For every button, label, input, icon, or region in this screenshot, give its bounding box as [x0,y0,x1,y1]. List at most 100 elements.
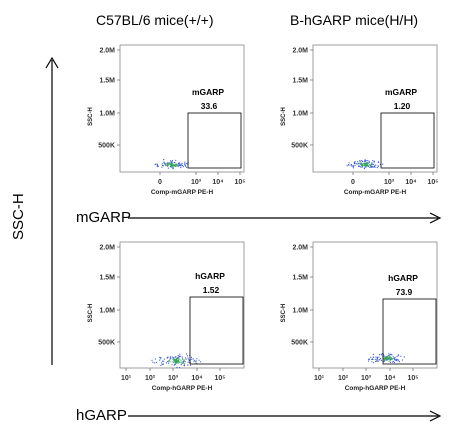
event-dot [177,362,179,364]
event-dot [359,160,361,162]
event-dot [360,165,363,167]
event-dot [163,163,166,165]
event-dot [185,166,188,168]
event-dot [369,166,371,169]
gate-box[interactable] [187,112,242,169]
x-tick-label: 10³ [384,179,395,186]
event-dot [172,164,174,166]
event-dot [161,166,163,168]
event-dot [179,164,181,167]
gate-box[interactable] [382,298,437,365]
event-dot [169,356,171,358]
event-dot [396,360,398,362]
event-dot [346,165,348,167]
event-dot [401,359,403,361]
x-tick-label: 0 [351,179,355,186]
event-dot [180,360,182,362]
event-dot [372,160,374,162]
event-dot [167,165,169,167]
y-tick-label: 1.5M [292,275,308,282]
event-dot [383,355,385,358]
event-dot [393,357,395,359]
event-dot [171,161,173,163]
event-dot [175,358,177,361]
event-dot [377,161,380,163]
gate-value: 73.9 [396,287,413,297]
event-dot [167,361,169,363]
event-dot [352,167,354,169]
event-dot [162,363,164,365]
event-dot [166,162,168,164]
event-dot [374,358,376,360]
event-dot [394,358,396,360]
event-dot [172,167,174,169]
x-axis-label: Comp-hGARP PE-H [152,385,213,392]
event-dot [397,355,399,357]
event-dot [185,165,187,167]
event-dot [385,356,388,358]
event-dot [389,359,391,361]
gate-value: 1.52 [203,285,220,295]
gate-label: hGARP [388,273,418,283]
x-tick-label: 10⁴ [405,179,417,186]
event-dot [361,164,363,167]
event-dot [165,163,167,165]
event-dot [173,165,175,167]
event-dot [384,356,386,358]
event-dot [171,166,173,168]
x-tick-label: 10⁵ [407,375,418,382]
event-dot [354,161,356,163]
event-dot [180,167,182,169]
plot-frame [119,241,245,369]
event-dot [182,362,185,364]
gate-box[interactable] [380,112,435,169]
event-dot [388,356,391,358]
event-dot [182,361,185,363]
x-tick-label: 10⁴ [384,375,396,382]
event-dot [167,167,169,169]
event-dot [354,164,356,167]
event-dot [365,160,367,162]
event-dot [348,162,350,164]
event-dot [156,164,159,166]
event-dot [185,353,188,355]
event-dot [371,162,373,164]
event-dot [366,164,368,166]
x-tick-label: 10⁵ [427,179,438,186]
event-dot [386,358,388,360]
event-dot [190,356,193,358]
gate-label: hGARP [195,271,225,281]
event-dot [365,162,367,164]
event-dot [159,356,161,358]
y-tick-label: 2.0M [99,48,115,55]
event-dot [184,361,186,363]
gate-value: 1.20 [394,101,411,111]
event-dot [363,164,365,166]
plot-frame [312,241,438,369]
panel-2: 500K 1.0M 1.5M 2.0M 10¹ 10² 10³ 10⁴ 10⁵Comp-hGAR… [88,241,245,392]
event-dot [391,361,394,363]
event-dot [367,165,369,167]
event-dot [357,165,360,167]
event-dot [167,162,169,164]
event-dot [182,362,184,364]
event-dot [167,356,169,358]
event-dot [393,361,395,364]
event-dot [179,366,181,369]
panel-0: 500K 1.0M 1.5M 2.0M 0 10³ 10⁴ 10⁵ Comp-mGARP PE-… [88,44,246,196]
event-dot [389,360,391,362]
event-dot [168,163,170,165]
event-dot [183,364,185,366]
event-dot [398,359,400,361]
event-dot [165,362,168,364]
event-dot [191,358,193,360]
event-dot [372,358,374,360]
event-dot [173,357,175,359]
event-dot [170,163,172,165]
event-dot [187,361,189,363]
gate-box[interactable] [189,296,244,365]
event-dot [173,162,175,164]
x-tick-label: 10¹ [314,375,325,382]
event-dot [372,165,374,167]
event-dot [403,356,405,358]
